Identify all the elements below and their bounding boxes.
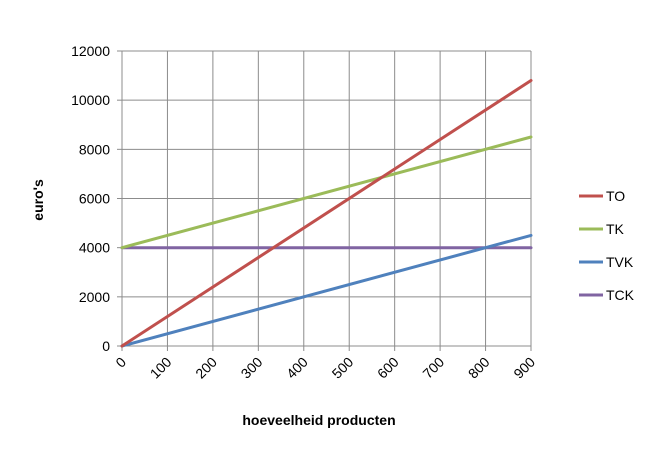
legend-label-tvk: TVK [606,254,634,270]
x-tick-label: 700 [419,354,447,382]
y-tick-label: 8000 [79,141,110,157]
x-tick-label: 900 [510,354,538,382]
y-tick-label: 4000 [79,240,110,256]
x-tick-label: 300 [238,354,266,382]
y-axis-title: euro's [30,179,46,221]
y-tick-label: 10000 [71,92,110,108]
legend-label-tk: TK [606,221,625,237]
series-line-tk [120,135,533,250]
series-lines [120,79,533,348]
x-axis-title: hoeveelheid producten [242,412,395,428]
x-tick-labels: 0 100 200 300 400 500 600 700 800 900 [112,354,538,382]
x-tick-label: 800 [465,354,493,382]
x-tick-label: 200 [192,354,220,382]
x-tick-label: 400 [283,354,311,382]
x-tick-label: 100 [147,354,175,382]
x-tick-label: 500 [329,354,357,382]
y-tick-label: 0 [102,338,110,354]
y-tick-labels: 0 2000 4000 6000 8000 10000 12000 [71,43,110,354]
grid [122,50,532,346]
y-tick-label: 6000 [79,191,110,207]
series-line-to [120,79,533,348]
legend: TO TK TVK TCK [579,188,635,303]
y-tick-label: 12000 [71,43,110,59]
axes [117,50,532,351]
x-tick-label: 0 [112,354,129,371]
x-tick-label: 600 [374,354,402,382]
y-tick-label: 2000 [79,289,110,305]
legend-label-tck: TCK [606,287,635,303]
legend-label-to: TO [606,188,625,204]
series-line-tvk [120,233,533,348]
